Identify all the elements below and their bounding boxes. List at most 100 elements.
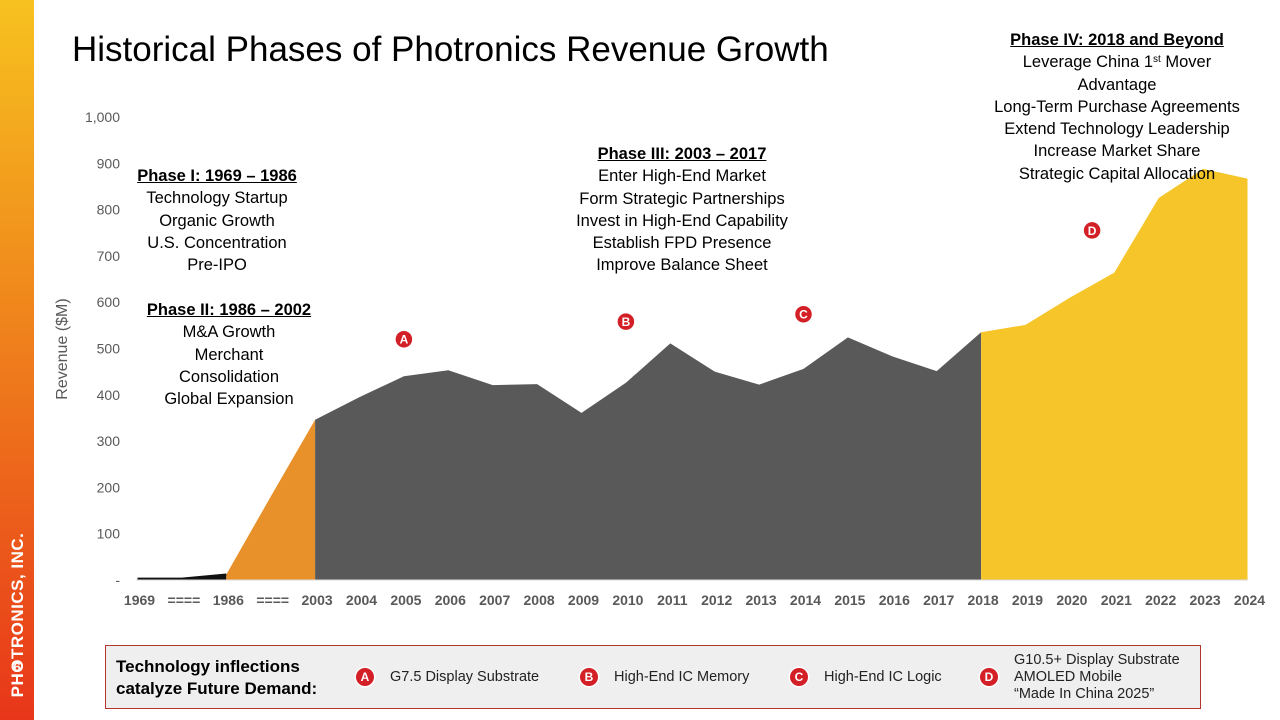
legend-title-line: Technology inflections xyxy=(116,657,300,676)
phase2-line: M&A Growth xyxy=(182,323,276,342)
legend-item-d: D G10.5+ Display Substrate AMOLED Mobile… xyxy=(980,646,1180,708)
x-tick-label: 2018 xyxy=(968,592,999,608)
legend-text-d-line: “Made In China 2025” xyxy=(1014,685,1155,702)
phase4-line1-suffix: Mover xyxy=(1160,53,1212,72)
phase3-title: Phase III: 2003 – 2017 xyxy=(597,145,767,163)
phase1-line: Technology Startup xyxy=(146,189,288,208)
marker-c: C xyxy=(793,304,814,324)
y-axis-label: Revenue ($M) xyxy=(54,298,71,399)
x-tick-label: 2016 xyxy=(879,592,910,608)
x-tick-label: 2008 xyxy=(524,592,555,608)
phase2-annotation: Phase II: 1986 – 2002 M&A Growth Merchan… xyxy=(147,299,311,410)
phase1-title: Phase I: 1969 – 1986 xyxy=(137,167,297,185)
phase4-line: Advantage xyxy=(1077,75,1157,94)
phase4-annotation: Phase IV: 2018 and Beyond Leverage China… xyxy=(994,29,1240,185)
phase4-line: Extend Technology Leadership xyxy=(1004,120,1230,139)
marker-circle xyxy=(1082,220,1102,241)
x-axis: 1969 ==== 1986 ==== 2003 2004 2005 2006 2007 2008… xyxy=(124,592,1265,608)
phase4-line1-sup: st xyxy=(1153,54,1161,66)
y-tick-label: 1,000 xyxy=(85,109,120,125)
phase4-title: Phase IV: 2018 and Beyond xyxy=(1010,31,1224,49)
x-tick-label: 2015 xyxy=(834,592,865,608)
phase4-line: Strategic Capital Allocation xyxy=(1018,164,1216,183)
x-tick-label: 1969 xyxy=(124,592,155,608)
x-tick-label: ==== xyxy=(168,592,201,608)
legend-title-line: catalyze Future Demand: xyxy=(116,679,318,698)
legend-text-d-line: AMOLED Mobile xyxy=(1014,668,1122,685)
chart-areas xyxy=(137,168,1248,580)
phase3-line: Invest in High-End Capability xyxy=(576,211,788,230)
legend-item-c: C High-End IC Logic xyxy=(790,646,942,708)
x-tick-label: 2004 xyxy=(346,592,377,608)
x-tick-label: 2022 xyxy=(1145,592,1176,608)
legend-box: Technology inflections catalyze Future D… xyxy=(105,645,1201,709)
x-tick-label: 2010 xyxy=(612,592,643,608)
marker-d: D xyxy=(1082,220,1102,241)
phase3-line: Form Strategic Partnerships xyxy=(579,189,785,208)
y-tick-label: 400 xyxy=(97,387,121,403)
phase3-line: Enter High-End Market xyxy=(598,167,766,186)
marker-a: A xyxy=(394,329,414,349)
phase2-line: Global Expansion xyxy=(164,390,294,409)
x-tick-label: ==== xyxy=(256,592,289,608)
marker-badge-a: A xyxy=(356,668,374,686)
phase2-title: Phase II: 1986 – 2002 xyxy=(146,301,312,319)
legend-item-b: B High-End IC Memory xyxy=(580,646,749,708)
phase2-area xyxy=(226,419,316,580)
phase2-line: Merchant xyxy=(194,345,264,364)
legend-item-a: A G7.5 Display Substrate xyxy=(356,646,539,708)
y-tick-label: 900 xyxy=(97,155,121,171)
phase3-annotation: Phase III: 2003 – 2017 Enter High-End Ma… xyxy=(576,143,788,277)
marker-label: C xyxy=(799,308,808,322)
phase3-line: Improve Balance Sheet xyxy=(596,256,768,275)
phase2-line: Consolidation xyxy=(179,367,279,386)
x-tick-label: 2006 xyxy=(435,592,466,608)
marker-label: D xyxy=(1088,224,1097,238)
marker-badge-b: B xyxy=(580,668,598,686)
x-tick-label: 2005 xyxy=(390,592,421,608)
x-tick-label: 2014 xyxy=(790,592,821,608)
x-tick-label: 2007 xyxy=(479,592,510,608)
page-number: 6 xyxy=(13,659,21,675)
x-tick-label: 2013 xyxy=(746,592,777,608)
y-tick-label: 800 xyxy=(97,202,121,218)
y-tick-label: 600 xyxy=(97,294,121,310)
x-tick-label: 2020 xyxy=(1056,592,1087,608)
x-tick-label: 1986 xyxy=(213,592,244,608)
chart-markers: A B C D xyxy=(394,220,1102,349)
phase1-line: U.S. Concentration xyxy=(147,233,287,252)
legend-text-b: High-End IC Memory xyxy=(614,669,750,685)
marker-badge-c: C xyxy=(790,668,808,686)
phase4-line1-prefix: Leverage China 1 xyxy=(1022,53,1154,72)
x-tick-label: 2021 xyxy=(1101,592,1132,608)
x-tick-label: 2017 xyxy=(923,592,954,608)
x-tick-label: 2009 xyxy=(568,592,599,608)
y-tick-label: 700 xyxy=(97,248,121,264)
x-tick-label: 2012 xyxy=(701,592,732,608)
marker-circle xyxy=(394,329,414,349)
brand-sidebar xyxy=(0,0,34,720)
page-title: Historical Phases of Photronics Revenue … xyxy=(72,30,829,69)
y-tick-label: 300 xyxy=(97,433,121,449)
x-tick-label: 2003 xyxy=(302,592,333,608)
legend-title: Technology inflections catalyze Future D… xyxy=(116,656,317,700)
legend-text-a: G7.5 Display Substrate xyxy=(390,669,540,685)
y-tick-label: - xyxy=(115,572,120,588)
x-tick-label: 2024 xyxy=(1234,592,1265,608)
phase1-line xyxy=(137,573,227,580)
y-axis: - 100 200 300 400 500 600 700 800 900 1,000 xyxy=(85,109,120,588)
phase1-line: Pre-IPO xyxy=(187,256,247,275)
phase1-area xyxy=(137,574,227,580)
phase3-line: Establish FPD Presence xyxy=(592,234,772,253)
marker-circle xyxy=(793,304,814,324)
legend-text-d-line: G10.5+ Display Substrate xyxy=(1014,651,1180,668)
phase4-line: Increase Market Share xyxy=(1033,142,1201,161)
phase4-line: Leverage China 1st Mover xyxy=(994,51,1240,73)
phase1-line: Organic Growth xyxy=(159,211,275,230)
phase1-annotation: Phase I: 1969 – 1986 Technology Startup … xyxy=(137,165,297,276)
marker-badge-d: D xyxy=(980,668,998,686)
y-tick-label: 500 xyxy=(97,341,121,357)
marker-b: B xyxy=(616,311,636,332)
y-tick-label: 100 xyxy=(97,526,121,542)
